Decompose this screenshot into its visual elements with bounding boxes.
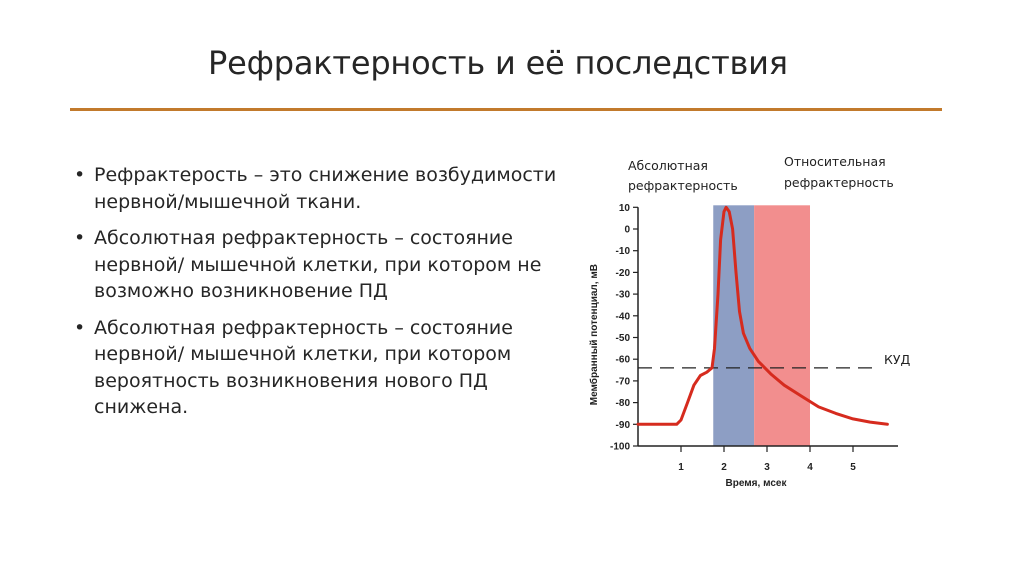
threshold-label: КУД xyxy=(884,352,910,367)
y-tick-label: -60 xyxy=(616,355,631,366)
relative-refractory-label-line1: Относительная xyxy=(784,154,886,169)
absolute-refractory-region xyxy=(713,205,755,446)
y-tick-label: 0 xyxy=(624,225,630,236)
y-tick-label: -70 xyxy=(616,376,631,387)
x-tick-label: 3 xyxy=(764,462,770,473)
y-tick-label: -10 xyxy=(616,246,631,257)
x-tick-label: 4 xyxy=(807,462,813,473)
bullet-text: – состояние нервной/ мышечной клетки, пр… xyxy=(94,227,542,302)
x-axis-label: Время, мсек xyxy=(726,478,788,489)
y-tick-label: -40 xyxy=(616,311,631,322)
y-tick-label: -80 xyxy=(616,398,631,409)
bullet-dot-icon: • xyxy=(74,227,86,249)
bullet-list: • Рефрактерость – это снижение возбудимос… xyxy=(72,162,572,431)
bullet-term: Рефрактерость xyxy=(94,164,248,186)
y-tick-label: -30 xyxy=(616,290,631,301)
bullet-dot-icon: • xyxy=(74,164,86,186)
absolute-refractory-label-line2: рефрактерность xyxy=(628,178,738,193)
x-tick-label: 1 xyxy=(678,462,684,473)
bullet-text: – состояние нервной/ мышечной клетки, пр… xyxy=(94,316,513,419)
y-tick-label: -90 xyxy=(616,420,631,431)
absolute-refractory-label-line1: Абсолютная xyxy=(628,158,708,173)
y-axis-label: Мембранный потенциал, мВ xyxy=(588,264,600,405)
bullet-item: • Рефрактерость – это снижение возбудимос… xyxy=(72,162,572,215)
y-tick-label: -20 xyxy=(616,268,631,279)
title-divider xyxy=(70,108,942,111)
relative-refractory-label-line2: рефрактерность xyxy=(784,175,894,190)
x-tick-label: 2 xyxy=(721,462,727,473)
bullet-term: Абсолютная рефрактерность xyxy=(94,316,389,339)
y-tick-label: 10 xyxy=(619,203,631,214)
membrane-potential-curve xyxy=(636,205,889,426)
relative-refractory-region xyxy=(754,205,810,446)
y-tick-label: -50 xyxy=(616,333,631,344)
bullet-term: Абсолютная рефрактерность xyxy=(94,227,389,249)
bullet-dot-icon: • xyxy=(74,316,86,339)
x-tick-label: 5 xyxy=(850,462,856,473)
y-tick-label: -100 xyxy=(610,442,630,453)
bullet-item: • Абсолютная рефрактерность – состояние н… xyxy=(72,225,572,305)
bullet-item: • Абсолютная рефрактерность – состояние н… xyxy=(72,315,572,421)
slide-title: Рефрактерность и её последствия xyxy=(208,44,788,82)
bullet-text: – это снижение возбудимости нервной/мыше… xyxy=(94,164,557,213)
